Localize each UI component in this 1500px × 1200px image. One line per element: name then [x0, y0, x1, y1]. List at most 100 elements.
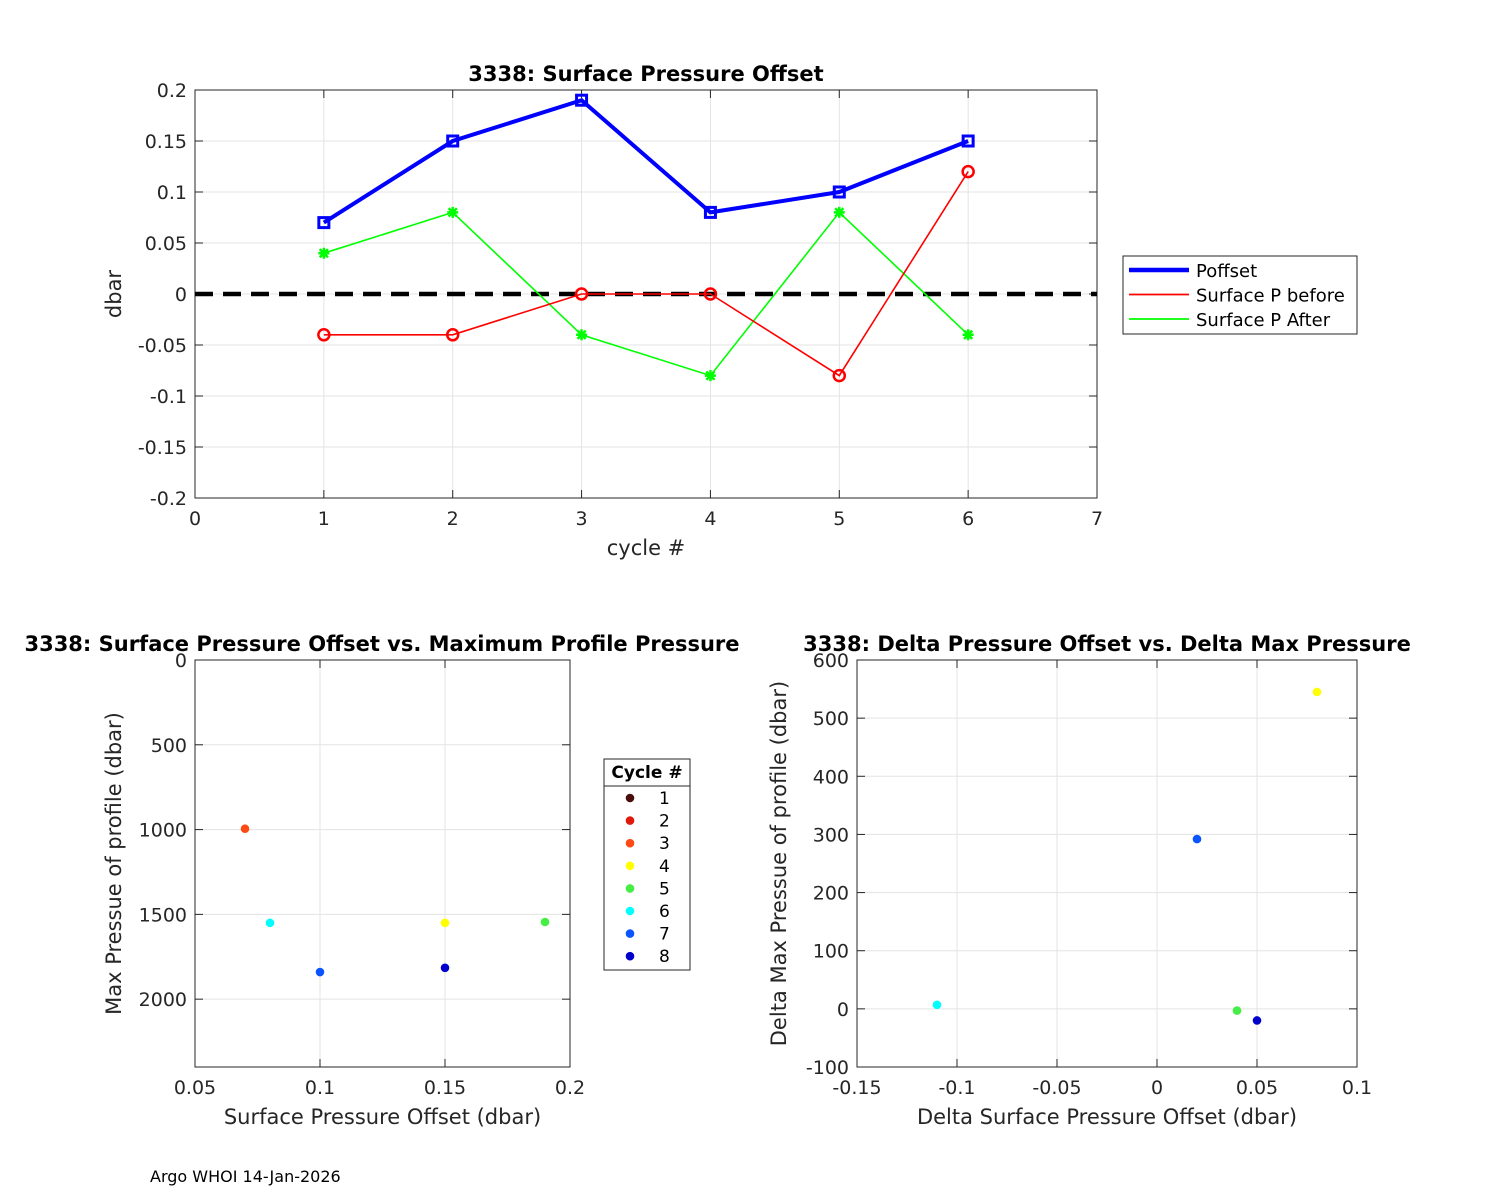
x-tick-label: -0.1: [938, 1077, 975, 1099]
legend-label: 4: [659, 857, 670, 877]
y-tick-label: 0.05: [145, 233, 187, 255]
x-tick-label: 0.05: [174, 1077, 216, 1099]
data-point: [961, 164, 975, 179]
legend-label: Surface P After: [1196, 310, 1331, 331]
x-tick-label: 2: [447, 508, 459, 530]
y-axis-label: dbar: [102, 270, 126, 319]
legend-marker: [625, 861, 635, 871]
x-tick-label: 1: [318, 508, 330, 530]
x-tick-label: -0.05: [1032, 1077, 1081, 1099]
x-tick-label: 0: [189, 508, 201, 530]
legend-marker: [625, 906, 635, 916]
data-point: [961, 134, 975, 148]
x-axis-label: Surface Pressure Offset (dbar): [224, 1105, 541, 1129]
legend-label: 3: [659, 834, 670, 854]
axes-box: [856, 659, 1358, 1068]
legend-box: [603, 758, 691, 971]
data-point: [1312, 687, 1322, 697]
y-tick-label: 0: [837, 999, 849, 1021]
legend-label: 6: [659, 902, 670, 922]
series-line-2: [323, 211, 969, 377]
data-point: [833, 206, 845, 218]
y-tick-label: 0.2: [157, 80, 187, 102]
legend-label: Surface P before: [1196, 286, 1345, 307]
x-tick-label: -0.15: [832, 1077, 881, 1099]
x-tick-label: 7: [1091, 508, 1103, 530]
data-point: [445, 328, 460, 342]
x-tick-label: 0.15: [424, 1077, 466, 1099]
y-tick-label: 0.1: [157, 182, 187, 204]
offset-vs-max-pressure-chart: 0.05 0.1 0.15 0.2 0 500 1000 1500 2000 Surface Pr…: [24, 632, 739, 1129]
surface-pressure-offset-chart: 0 1 2 3 4 5 6 7 -0.2 -0.15 -0.1 -0.05 0 0.05 0.1 0.15 0.…: [102, 62, 1358, 560]
y-tick-label: 200: [813, 883, 849, 905]
legend-label: 8: [659, 947, 670, 967]
data-point: [240, 824, 250, 834]
legend-marker: [625, 793, 635, 803]
y-tick-label: 0.15: [145, 131, 187, 153]
legend-marker: [625, 929, 635, 938]
data-point: [703, 205, 717, 219]
data-point: [447, 206, 459, 218]
y-tick-label: -100: [806, 1057, 849, 1079]
data-point: [704, 370, 716, 382]
x-axis-label: cycle #: [607, 536, 686, 560]
x-tick-label: 0.05: [1236, 1077, 1278, 1099]
chart-title: 3338: Delta Pressure Offset vs. Delta Ma…: [803, 632, 1411, 656]
data-point: [1192, 834, 1202, 844]
y-tick-label: 1000: [139, 820, 187, 842]
data-point: [703, 287, 718, 301]
legend-title: Cycle #: [611, 763, 682, 783]
data-point: [540, 917, 550, 927]
y-tick-label: 1500: [139, 904, 187, 926]
legend-marker: [625, 816, 635, 825]
data-point: [932, 1000, 942, 1010]
data-point: [1252, 1016, 1262, 1025]
data-point: [576, 329, 588, 341]
data-point: [1232, 1006, 1242, 1015]
series-line-1: [323, 171, 969, 377]
y-tick-label: 0: [175, 284, 187, 306]
series-line-0: [322, 97, 969, 225]
y-axis-label: Max Pressue of profile (dbar): [102, 712, 126, 1015]
y-tick-label: 600: [813, 650, 849, 672]
data-point: [446, 134, 460, 148]
chart-title: 3338: Surface Pressure Offset vs. Maximu…: [24, 632, 739, 656]
legend-label: 2: [659, 812, 670, 832]
x-tick-label: 3: [576, 508, 588, 530]
legend-marker: [625, 951, 635, 961]
data-point: [315, 967, 325, 977]
x-tick-label: 6: [962, 508, 974, 530]
legend-label: 1: [659, 789, 670, 809]
axes-box: [194, 659, 571, 1068]
data-point: [265, 918, 275, 928]
data-point: [832, 368, 847, 383]
x-tick-label: 5: [833, 508, 845, 530]
legend-marker: [625, 838, 635, 848]
x-tick-label: 0.1: [305, 1077, 335, 1099]
y-tick-label: -0.05: [138, 335, 187, 357]
y-tick-label: -0.1: [150, 386, 187, 408]
delta-offset-vs-delta-pressure-chart: -0.15 -0.1 -0.05 0 0.05 0.1 -100 0 100 200 300 400 5…: [767, 632, 1411, 1129]
y-tick-label: 2000: [139, 989, 187, 1011]
legend-marker: [625, 884, 635, 893]
legend-label: Poffset: [1196, 261, 1257, 282]
data-point: [317, 216, 331, 230]
y-tick-label: 0: [175, 650, 187, 672]
x-tick-label: 0.2: [555, 1077, 585, 1099]
data-point: [317, 328, 331, 342]
y-tick-label: 500: [813, 708, 849, 730]
x-axis-label: Delta Surface Pressure Offset (dbar): [917, 1105, 1297, 1129]
data-point: [962, 329, 974, 341]
footer-text: Argo WHOI 14-Jan-2026: [150, 1167, 341, 1186]
x-tick-label: 0: [1151, 1077, 1163, 1099]
legend-label: 7: [659, 925, 670, 945]
data-point: [440, 963, 450, 973]
data-point: [575, 93, 589, 107]
data-point: [440, 918, 450, 928]
chart-title: 3338: Surface Pressure Offset: [468, 62, 823, 86]
y-tick-label: 500: [151, 735, 187, 757]
y-tick-label: 100: [813, 941, 849, 963]
data-point: [574, 287, 589, 301]
y-tick-label: 400: [813, 766, 849, 788]
y-tick-label: -0.2: [150, 488, 187, 510]
